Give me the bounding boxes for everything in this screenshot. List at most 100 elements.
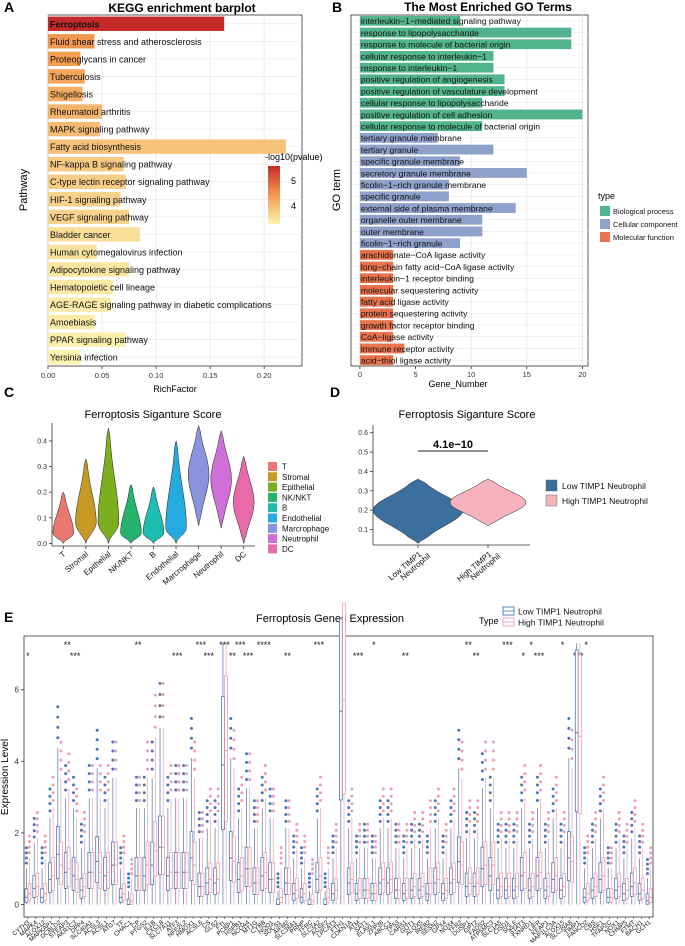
panel-e-outlier: [645, 872, 649, 876]
panel-a: A KEGG enrichment barplot Ferroptosis Flu…: [4, 0, 323, 394]
panel-e-outlier: [150, 740, 154, 744]
panel-e-box: [95, 836, 99, 884]
panel-b-bar: [359, 132, 438, 143]
panel-a-bar-label: PPAR signaling pathway: [50, 335, 148, 345]
panel-e-outlier: [83, 830, 87, 834]
panel-e-boxes: [24, 602, 653, 905]
panel-a-bar-label: Fatty acid biosynthesis: [50, 142, 142, 152]
panel-e-outlier: [40, 856, 44, 860]
panel-e-outlier: [491, 749, 495, 753]
panel-e-outlier: [189, 746, 193, 750]
panel-b-bar-label: molecular sequestering activity: [361, 285, 479, 295]
panel-e-box: [614, 877, 618, 899]
panel-e-legend-label: High TIMP1 Neutrophil: [518, 618, 604, 628]
panel-e-box: [394, 877, 398, 899]
panel-b-bar-label: long−chain fatty acid−CoA ligase activit…: [361, 262, 515, 272]
panel-e-outlier: [284, 812, 288, 816]
panel-d-violin: [449, 478, 527, 526]
panel-e-star: ***: [235, 640, 246, 650]
panel-e-box: [622, 883, 626, 901]
panel-e-outlier: [83, 810, 87, 814]
panel-e-outlier: [362, 834, 366, 838]
panel-e-outlier: [468, 812, 472, 816]
panel-e-outlier: [436, 802, 440, 806]
panel-e-box: [255, 867, 260, 895]
panel-e-outlier: [488, 775, 492, 779]
panel-e-outlier: [48, 809, 52, 813]
panel-e-outlier: [378, 799, 382, 803]
panel-e-outlier: [645, 867, 649, 871]
panel-e-outlier: [531, 817, 535, 821]
panel-e-outlier: [378, 806, 382, 810]
panel-c-legend-swatch: [268, 492, 277, 502]
panel-e-box: [350, 862, 354, 893]
panel-b-bar-label: tertiary granule membrane: [361, 133, 462, 143]
panel-e-outlier: [303, 845, 307, 849]
panel-e-box: [166, 857, 170, 891]
panel-e-outlier: [570, 738, 574, 742]
panel-e-outlier: [122, 834, 126, 838]
panel-e-outlier: [496, 828, 500, 832]
panel-c-legend-swatch: [268, 462, 277, 471]
panel-e-outlier: [326, 851, 330, 855]
panel-e-outlier: [452, 794, 456, 798]
panel-e-outlier: [177, 788, 181, 792]
panel-e-outlier: [570, 757, 574, 761]
panel-e-outlier: [315, 802, 319, 806]
panel-c-violin: [97, 427, 119, 544]
panel-e-outlier: [358, 822, 362, 826]
panel-a-bar-label: Hematopoietic cell lineage: [50, 283, 155, 293]
panel-e-outlier: [551, 787, 555, 791]
panel-e-outlier: [24, 856, 28, 860]
panel-e-star: **: [229, 651, 237, 661]
panel-a-bar-labels: Ferroptosis Fluid shear stress and athero…: [50, 19, 272, 362]
panel-e-outlier: [315, 794, 319, 798]
panel-e-outlier: [72, 783, 76, 787]
panel-b-legend-label: Biological process: [613, 207, 674, 216]
panel-e-outlier: [468, 806, 472, 810]
panel-e-outlier: [130, 872, 134, 876]
panel-e-outlier: [347, 799, 351, 803]
panel-b-bar-label: cellular response to interleukin−1: [361, 51, 487, 61]
panel-e-outlier: [245, 769, 249, 773]
panel-c-legend-swatch: [268, 523, 277, 533]
panel-e-outlier: [381, 787, 385, 791]
panel-e-outlier: [543, 828, 547, 832]
panel-e-outlier: [484, 767, 488, 771]
panel-e-outlier: [373, 845, 377, 849]
panel-c-violin: [165, 440, 187, 544]
panel-e-outlier: [271, 802, 275, 806]
panel-e-outlier: [476, 812, 480, 816]
panel-e-box: [181, 851, 186, 889]
panel-e-outlier: [586, 840, 590, 844]
panel-a-bar-label: HIF-1 signaling pathway: [50, 195, 147, 205]
panel-e-outlier: [567, 736, 571, 740]
panel-e-outlier: [75, 787, 79, 791]
panel-e-outlier: [263, 772, 267, 776]
panel-c-violin: [188, 425, 210, 526]
panel-e-outlier: [182, 788, 186, 792]
panel-e-outlier: [79, 834, 83, 838]
panel-c-legend-swatch: [268, 534, 277, 544]
panel-e-outlier: [67, 760, 71, 764]
panel-b-bar: [359, 308, 394, 319]
panel-c-legend-swatch: [268, 472, 277, 482]
panel-e-star: ***: [204, 651, 215, 661]
panel-e-outlier: [213, 819, 217, 823]
panel-e-outlier: [586, 834, 590, 838]
panel-e-outlier: [594, 830, 598, 834]
panel-e-box: [27, 883, 32, 901]
panel-a-bar: [48, 16, 225, 31]
panel-e-outlier: [586, 845, 590, 849]
panel-c-legend-label: Marcrophage: [282, 524, 330, 533]
panel-e-box: [98, 851, 103, 889]
panel-b-bar-label: ficolin−1−rich granule membrane: [361, 180, 486, 190]
panel-b-bar: [359, 51, 494, 61]
panel-e-outlier: [630, 823, 634, 827]
panel-e-outlier: [307, 885, 311, 889]
panel-e-outlier: [114, 740, 118, 744]
panel-e-box: [232, 836, 236, 884]
panel-e-box: [507, 872, 511, 897]
panel-e-box: [378, 867, 382, 895]
